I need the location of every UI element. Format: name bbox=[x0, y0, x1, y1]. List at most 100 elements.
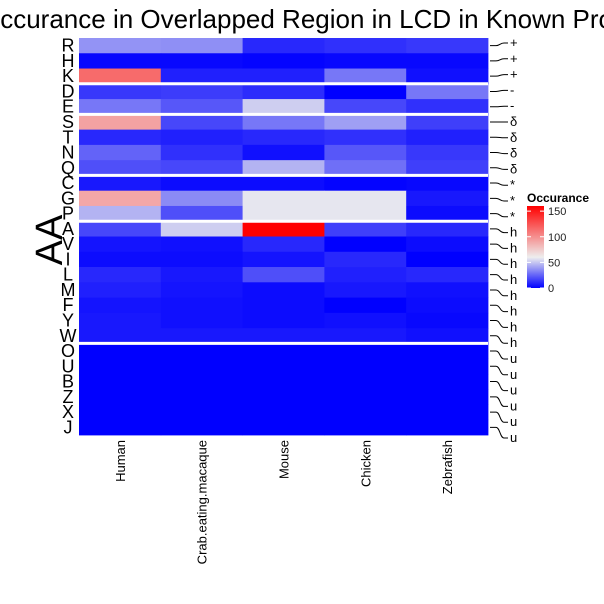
heatmap-cell bbox=[324, 38, 407, 54]
group-connector bbox=[490, 411, 508, 423]
group-connector bbox=[490, 74, 508, 77]
row-label: R bbox=[62, 36, 75, 56]
heatmap-cell bbox=[79, 99, 162, 115]
group-connector bbox=[490, 243, 508, 249]
heatmap-cell bbox=[242, 53, 325, 69]
heatmap-cell bbox=[324, 205, 407, 222]
heatmap-cell bbox=[406, 251, 489, 268]
heatmap-cell bbox=[79, 419, 162, 436]
row-group-symbol: h bbox=[510, 240, 517, 255]
row-group-symbol: + bbox=[510, 67, 518, 82]
row-label: J bbox=[64, 417, 73, 437]
row-label: W bbox=[60, 326, 77, 346]
group-connector bbox=[490, 381, 508, 392]
row-label: S bbox=[62, 112, 74, 132]
heatmap-cell bbox=[324, 236, 407, 253]
heatmap-cell bbox=[242, 312, 325, 329]
heatmap-cells bbox=[79, 38, 489, 436]
heatmap-cell bbox=[406, 83, 489, 100]
row-group-symbol: + bbox=[510, 35, 518, 50]
row-group-symbol: h bbox=[510, 304, 517, 319]
row-label: D bbox=[62, 81, 75, 101]
group-connector bbox=[490, 258, 508, 265]
heatmap-cell bbox=[406, 358, 489, 375]
heatmap-cell bbox=[324, 251, 407, 268]
heatmap-cell bbox=[324, 267, 407, 283]
row-group-symbol: * bbox=[510, 177, 515, 192]
heatmap-cell bbox=[324, 99, 407, 115]
row-label: H bbox=[62, 51, 75, 71]
group-connector bbox=[490, 58, 508, 62]
group-connector bbox=[490, 426, 508, 439]
heatmap-cell bbox=[406, 205, 489, 222]
row-group-symbol: - bbox=[510, 82, 514, 97]
group-connector bbox=[490, 228, 508, 234]
heatmap-cell bbox=[79, 267, 162, 283]
row-label: V bbox=[62, 234, 74, 254]
legend-title: Occurance bbox=[527, 191, 589, 205]
group-connector bbox=[490, 89, 508, 92]
group-connector bbox=[490, 105, 508, 108]
row-label: U bbox=[62, 356, 75, 376]
heatmap-cell bbox=[406, 297, 489, 314]
heatmap-cell bbox=[242, 267, 325, 283]
heatmap-cell bbox=[242, 68, 325, 85]
group-connector bbox=[490, 213, 508, 218]
heatmap-cell bbox=[242, 144, 325, 161]
heatmap-cell bbox=[79, 129, 162, 146]
heatmap-cell bbox=[324, 190, 407, 207]
heatmap-cell bbox=[324, 343, 407, 360]
group-connector bbox=[490, 274, 508, 281]
heatmap-cell bbox=[160, 129, 243, 146]
heatmap-cell bbox=[242, 205, 325, 222]
group-connector bbox=[490, 396, 508, 407]
row-group-symbol: h bbox=[510, 256, 517, 271]
row-label: P bbox=[62, 204, 74, 224]
heatmap-cell bbox=[242, 129, 325, 146]
legend-tick-label: 150 bbox=[548, 206, 566, 218]
row-group-symbol: u bbox=[510, 351, 517, 366]
heatmap-cell bbox=[160, 144, 243, 161]
column-label: Chicken bbox=[358, 440, 373, 487]
heatmap-cell bbox=[324, 221, 407, 237]
heatmap-cell bbox=[242, 419, 325, 436]
heatmap-cell bbox=[160, 389, 243, 405]
row-group-symbol: u bbox=[510, 430, 517, 445]
row-group-symbol: δ bbox=[510, 161, 517, 176]
column-label: Human bbox=[113, 440, 128, 482]
heatmap-cell bbox=[79, 53, 162, 69]
y-axis-label: AA bbox=[29, 214, 71, 265]
heatmap-cell bbox=[406, 190, 489, 207]
group-connector bbox=[490, 167, 508, 170]
heatmap-cell bbox=[79, 297, 162, 314]
row-group-symbol: u bbox=[510, 383, 517, 398]
heatmap-cell bbox=[324, 68, 407, 85]
legend-tick-label: 0 bbox=[548, 283, 554, 295]
heatmap-cell bbox=[406, 99, 489, 115]
heatmap-cell bbox=[79, 389, 162, 405]
heatmap-cell bbox=[242, 328, 325, 344]
column-label: Zebrafish bbox=[440, 440, 455, 494]
heatmap-cell bbox=[160, 267, 243, 283]
heatmap-cell bbox=[406, 38, 489, 54]
heatmap-cell bbox=[160, 328, 243, 344]
row-label: N bbox=[62, 143, 75, 163]
heatmap-cell bbox=[79, 404, 162, 421]
column-label: Mouse bbox=[277, 440, 292, 479]
heatmap-cell bbox=[406, 221, 489, 237]
heatmap-cell bbox=[79, 343, 162, 360]
heatmap-cell bbox=[324, 404, 407, 421]
heatmap-cell bbox=[160, 190, 243, 207]
group-connector bbox=[490, 304, 508, 313]
group-connector bbox=[490, 365, 508, 376]
heatmap-cell bbox=[160, 205, 243, 222]
heatmap-cell bbox=[406, 389, 489, 405]
group-connector bbox=[490, 319, 508, 328]
heatmap-cell bbox=[324, 129, 407, 146]
heatmap-cell bbox=[160, 38, 243, 54]
heatmap-cell bbox=[324, 389, 407, 405]
row-group-symbol: - bbox=[510, 98, 514, 113]
row-label: A bbox=[62, 219, 74, 239]
